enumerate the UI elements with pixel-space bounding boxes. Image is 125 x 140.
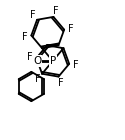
Text: F: F	[30, 10, 36, 20]
Text: F: F	[53, 6, 58, 16]
Text: P: P	[50, 56, 56, 66]
Text: F: F	[72, 60, 78, 70]
Text: F: F	[35, 74, 41, 84]
Text: F: F	[58, 78, 63, 88]
Text: O: O	[33, 56, 41, 66]
Text: F: F	[27, 52, 33, 62]
Text: F: F	[68, 24, 73, 34]
Text: F: F	[22, 32, 28, 42]
